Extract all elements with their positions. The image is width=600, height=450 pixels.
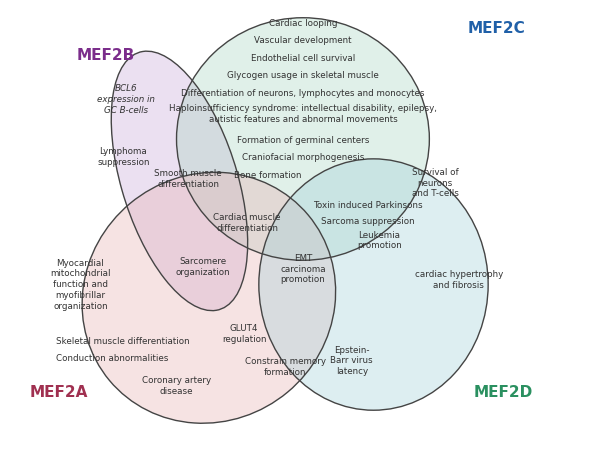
Text: Cardiac muscle
differentiation: Cardiac muscle differentiation bbox=[214, 213, 281, 233]
Text: Leukemia
promotion: Leukemia promotion bbox=[357, 230, 402, 250]
Text: Conduction abnormalities: Conduction abnormalities bbox=[56, 354, 169, 363]
Text: GLUT4
regulation: GLUT4 regulation bbox=[222, 324, 266, 344]
Text: Endothelial cell survival: Endothelial cell survival bbox=[251, 54, 355, 63]
Ellipse shape bbox=[176, 18, 430, 260]
Text: BCL6
expression in
GC B-cells: BCL6 expression in GC B-cells bbox=[97, 84, 155, 115]
Text: Smooth muscle
differentiation: Smooth muscle differentiation bbox=[154, 169, 222, 189]
Text: EMT
carcinoma
promotion: EMT carcinoma promotion bbox=[280, 254, 326, 284]
Text: Cardiac looping: Cardiac looping bbox=[269, 18, 337, 27]
Text: Formation of germinal centers: Formation of germinal centers bbox=[237, 136, 369, 145]
Text: Glycogen usage in skeletal muscle: Glycogen usage in skeletal muscle bbox=[227, 72, 379, 81]
Text: Coronary artery
disease: Coronary artery disease bbox=[142, 376, 211, 396]
Ellipse shape bbox=[82, 172, 335, 423]
Text: MEF2D: MEF2D bbox=[473, 385, 532, 400]
Text: Vascular development: Vascular development bbox=[254, 36, 352, 45]
Text: MEF2C: MEF2C bbox=[468, 21, 526, 36]
Text: Bone formation: Bone formation bbox=[234, 171, 301, 180]
Text: MEF2B: MEF2B bbox=[77, 48, 135, 63]
Text: Differentiation of neurons, lymphocytes and monocytes: Differentiation of neurons, lymphocytes … bbox=[181, 89, 425, 98]
Text: Sarcoma suppression: Sarcoma suppression bbox=[321, 217, 415, 226]
Text: MEF2A: MEF2A bbox=[30, 385, 88, 400]
Text: Lymphoma
suppression: Lymphoma suppression bbox=[97, 147, 149, 166]
Text: Haploinsufficiency syndrome: intellectual disability, epilepsy,
autistic feature: Haploinsufficiency syndrome: intellectua… bbox=[169, 104, 437, 124]
Text: Survival of
neurons
and T-cells: Survival of neurons and T-cells bbox=[412, 168, 458, 198]
Text: Craniofacial morphogenesis: Craniofacial morphogenesis bbox=[242, 153, 364, 162]
Ellipse shape bbox=[111, 51, 248, 310]
Text: Myocardial
mitochondrial
function and
myofibrillar
organization: Myocardial mitochondrial function and my… bbox=[50, 259, 110, 310]
Text: Constrain memory
formation: Constrain memory formation bbox=[245, 357, 326, 377]
Text: Skeletal muscle differentiation: Skeletal muscle differentiation bbox=[56, 338, 190, 346]
Text: cardiac hypertrophy
and fibrosis: cardiac hypertrophy and fibrosis bbox=[415, 270, 503, 290]
Text: Epstein-
Barr virus
latency: Epstein- Barr virus latency bbox=[331, 346, 373, 376]
Text: Toxin induced Parkinsons: Toxin induced Parkinsons bbox=[313, 201, 422, 210]
Text: Sarcomere
organization: Sarcomere organization bbox=[176, 257, 230, 277]
Ellipse shape bbox=[259, 159, 488, 410]
